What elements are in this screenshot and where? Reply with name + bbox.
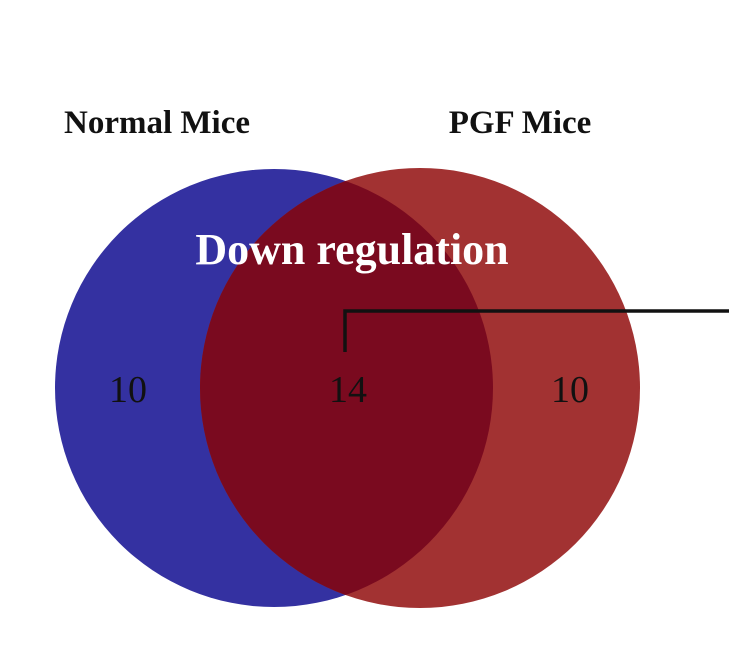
- set-label: Normal Mice: [64, 105, 250, 141]
- connector-line: [343, 309, 729, 352]
- region-count: 14: [329, 369, 367, 411]
- set-label: PGF Mice: [449, 105, 592, 141]
- region-count: 10: [551, 369, 589, 411]
- diagram-title: Down regulation: [195, 225, 508, 274]
- overlap-region: [200, 169, 493, 607]
- region-count: 10: [109, 369, 147, 411]
